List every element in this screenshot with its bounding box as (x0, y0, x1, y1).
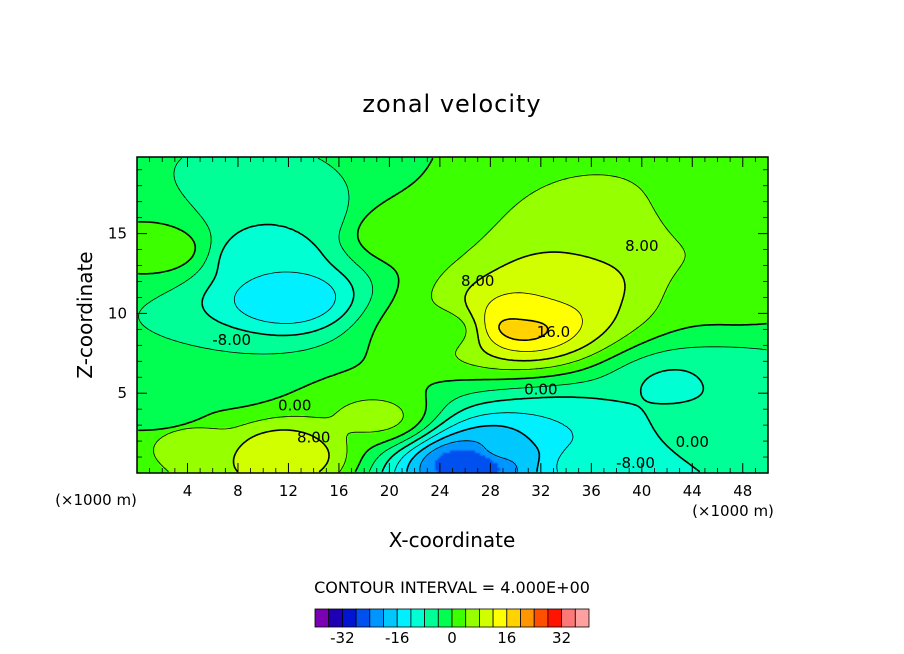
colorbar-swatch (547, 608, 563, 628)
colorbar-swatch (437, 608, 453, 628)
contour-line (138, 157, 767, 473)
contour-label: 16.0 (537, 323, 570, 341)
colorbar (314, 608, 590, 628)
x-tick-label: 44 (683, 482, 702, 500)
colorbar-swatch (383, 608, 398, 628)
colorbar-swatch (355, 608, 371, 628)
x-tick-label: 36 (582, 482, 601, 500)
colorbar-swatch (424, 608, 439, 628)
colorbar-swatch (328, 608, 343, 628)
colorbar-swatch (574, 608, 590, 628)
contour-label: 0.00 (676, 433, 709, 451)
x-tick-label: 4 (183, 482, 193, 500)
x-tick-label: 32 (531, 482, 550, 500)
contour-label: -8.00 (212, 331, 251, 349)
plot-area: -8.00 0.00 8.00 8.00 16.0 8.00 0.00 0.00 -8.00 (136, 156, 769, 474)
contour-interval-label: CONTOUR INTERVAL = 4.000E+00 (314, 578, 590, 597)
colorbar-tick-label: -32 (330, 629, 355, 647)
contour-line (233, 271, 574, 472)
x-tick-label: 48 (733, 482, 752, 500)
colorbar-swatch (520, 608, 535, 628)
colorbar-swatch (451, 608, 467, 628)
y-tick-label: 5 (117, 384, 127, 402)
x-axis-unit-left: (×1000 m) (55, 491, 137, 509)
colorbar-tick-labels: -32 -16 0 16 32 (330, 629, 571, 647)
contour-line (419, 440, 518, 472)
contour-line (232, 251, 626, 473)
contour-line (498, 318, 549, 341)
colorbar-swatch (341, 608, 357, 628)
contour-labels: -8.00 0.00 8.00 8.00 16.0 8.00 0.00 0.00 -8.00 (212, 237, 709, 472)
contour-label: 8.00 (461, 272, 494, 290)
x-tick-label: 28 (481, 482, 500, 500)
colorbar-swatch (478, 608, 494, 628)
contour-label: 0.00 (278, 396, 311, 414)
contour-line (138, 157, 767, 472)
x-tick-label: 8 (233, 482, 243, 500)
x-axis-unit-right: (×1000 m) (692, 502, 774, 520)
x-axis-label: X-coordinate (389, 528, 516, 552)
x-axis: 4 8 12 16 20 24 28 32 36 40 44 48 (149, 157, 756, 500)
contour-line (406, 424, 541, 472)
contour-line (153, 174, 686, 473)
y-tick-label: 15 (108, 225, 127, 243)
contour-line (484, 292, 583, 352)
colorbar-swatch (561, 608, 576, 628)
x-tick-label: 24 (430, 482, 449, 500)
contour-lines (138, 157, 767, 473)
contour-label: 8.00 (625, 237, 658, 255)
contour-label: -8.00 (616, 454, 655, 472)
y-axis-label: Z-coordinate (73, 251, 97, 378)
x-tick-label: 12 (279, 482, 298, 500)
colorbar-swatch (506, 608, 521, 628)
y-tick-label: 10 (108, 304, 127, 322)
x-tick-label: 20 (380, 482, 399, 500)
colorbar-swatch (492, 608, 508, 628)
colorbar-swatch (396, 608, 412, 628)
colorbar-swatch (369, 608, 384, 628)
colorbar-swatch (410, 608, 425, 628)
x-tick-label: 16 (329, 482, 348, 500)
colorbar-tick-label: -16 (385, 629, 410, 647)
colorbar-swatch (314, 608, 330, 628)
colorbar-tick-label: 16 (497, 629, 516, 647)
chart-title: zonal velocity (362, 90, 541, 118)
velocity-field (137, 157, 768, 473)
colorbar-swatch (465, 608, 480, 628)
colorbar-tick-label: 32 (552, 629, 571, 647)
colorbar-tick-label: 0 (447, 629, 457, 647)
colorbar-swatch (533, 608, 549, 628)
contour-label: 0.00 (524, 381, 557, 399)
x-tick-label: 40 (632, 482, 651, 500)
contour-line (201, 223, 705, 473)
y-axis: 5 10 15 (108, 169, 768, 458)
contour-label: 8.00 (297, 428, 330, 446)
